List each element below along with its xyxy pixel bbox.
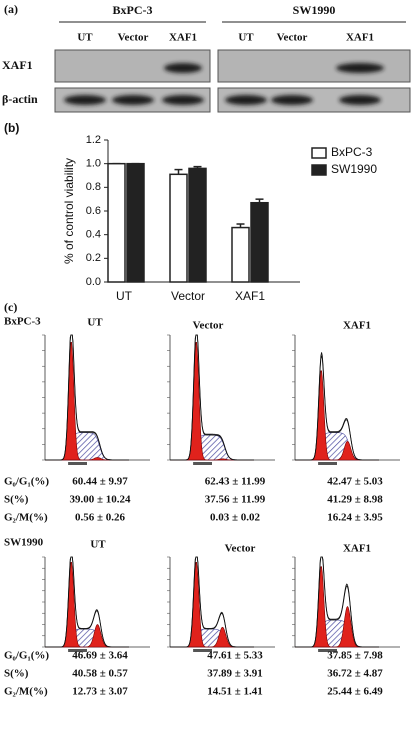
phase-value: 37.89 ± 3.91 xyxy=(207,668,263,680)
phase-label: G₂/M(%) xyxy=(4,686,48,698)
phase-label: S(%) xyxy=(4,494,29,506)
group-label: SW1990 xyxy=(293,3,336,17)
hist-scale xyxy=(193,462,212,465)
hist-s-phase xyxy=(45,628,129,648)
hist-outline xyxy=(170,334,254,461)
hist-scale xyxy=(318,649,337,652)
phase-value: 41.29 ± 8.98 xyxy=(327,494,383,506)
band xyxy=(164,63,202,73)
phase-value: 14.51 ± 1.41 xyxy=(207,686,263,698)
phase-value: 36.72 ± 4.87 xyxy=(327,668,383,680)
phase-label: G₂/M(%) xyxy=(4,512,48,524)
phase-value: 60.44 ± 9.97 xyxy=(72,476,128,488)
hist-outline xyxy=(295,556,379,648)
phase-label: G₀/G₁(%) xyxy=(4,650,49,662)
condition-label: XAF1 xyxy=(343,543,371,555)
y-tick-label: 1.0 xyxy=(86,158,101,170)
condition-label: Vector xyxy=(193,320,224,332)
y-tick-label: 0.2 xyxy=(86,252,101,264)
phase-value: 46.69 ± 3.64 xyxy=(72,650,128,662)
hist-outline xyxy=(45,334,129,461)
x-tick-label: UT xyxy=(116,289,133,303)
y-tick-label: 0.8 xyxy=(86,181,101,193)
x-tick-label: XAF1 xyxy=(235,289,265,303)
panel-label: (a) xyxy=(4,2,18,16)
bar xyxy=(250,201,269,283)
phase-value: 39.00 ± 10.24 xyxy=(69,494,131,506)
band xyxy=(64,95,106,105)
phase-value: 42.47 ± 5.03 xyxy=(327,476,383,488)
lane-label: UT xyxy=(77,32,93,44)
y-axis-label: % of control viability xyxy=(62,158,76,264)
legend-swatch xyxy=(311,147,327,159)
legend-label: BxPC-3 xyxy=(331,145,373,159)
phase-value: 37.56 ± 11.99 xyxy=(205,494,266,506)
lane-label: Vector xyxy=(277,32,308,44)
hist-s-phase xyxy=(45,432,129,461)
hist-s-phase xyxy=(170,628,254,648)
hist-outline xyxy=(295,352,379,461)
condition-label: UT xyxy=(90,539,106,551)
condition-label: XAF1 xyxy=(343,320,371,332)
band xyxy=(162,95,204,105)
bar xyxy=(126,162,145,283)
cell-line-label: SW1990 xyxy=(4,537,44,549)
band xyxy=(112,95,154,105)
panel-label: (b) xyxy=(4,121,19,135)
phase-label: S(%) xyxy=(4,668,29,680)
bar xyxy=(188,167,207,283)
cell-line-label: BxPC-3 xyxy=(4,316,41,328)
hist-outline xyxy=(45,556,129,648)
hist-s-phase xyxy=(295,619,379,648)
hist-s-phase xyxy=(170,434,254,461)
band xyxy=(271,95,313,105)
lane-label: UT xyxy=(238,32,254,44)
phase-value: 0.56 ± 0.26 xyxy=(75,512,126,524)
hist-s-phase xyxy=(295,432,379,461)
y-tick-label: 0.6 xyxy=(86,205,101,217)
row-label: β-actin xyxy=(2,92,38,106)
phase-value: 25.44 ± 6.49 xyxy=(327,686,383,698)
phase-value: 12.73 ± 3.07 xyxy=(72,686,128,698)
y-tick-label: 0.0 xyxy=(86,276,101,288)
condition-label: UT xyxy=(87,317,103,329)
band xyxy=(336,63,384,73)
hist-scale xyxy=(68,462,87,465)
panel-label: (c) xyxy=(4,300,17,314)
hist-scale xyxy=(193,649,212,652)
lane-label: XAF1 xyxy=(169,32,197,44)
y-tick-label: 0.4 xyxy=(86,229,101,241)
phase-value: 16.24 ± 3.95 xyxy=(327,512,383,524)
phase-value: 40.58 ± 0.57 xyxy=(72,668,128,680)
bar xyxy=(169,173,188,283)
phase-value: 0.03 ± 0.02 xyxy=(210,512,261,524)
row-label: XAF1 xyxy=(2,58,33,72)
group-label: BxPC-3 xyxy=(113,3,153,17)
x-tick-label: Vector xyxy=(171,289,205,303)
bar xyxy=(107,162,126,283)
phase-label: G₀/G₁(%) xyxy=(4,476,49,488)
hist-scale xyxy=(318,462,337,465)
phase-value: 62.43 ± 11.99 xyxy=(205,476,266,488)
bar xyxy=(231,226,250,283)
phase-value: 37.85 ± 7.98 xyxy=(327,650,383,662)
legend-swatch xyxy=(311,164,327,176)
hist-scale xyxy=(68,649,87,652)
band xyxy=(225,95,267,105)
lane-label: Vector xyxy=(118,32,149,44)
legend-label: SW1990 xyxy=(331,162,377,176)
phase-value: 47.61 ± 5.33 xyxy=(207,650,263,662)
band xyxy=(339,95,381,105)
lane-label: XAF1 xyxy=(346,32,374,44)
hist-outline xyxy=(170,556,254,648)
y-tick-label: 1.2 xyxy=(86,134,101,146)
condition-label: Vector xyxy=(225,543,256,555)
